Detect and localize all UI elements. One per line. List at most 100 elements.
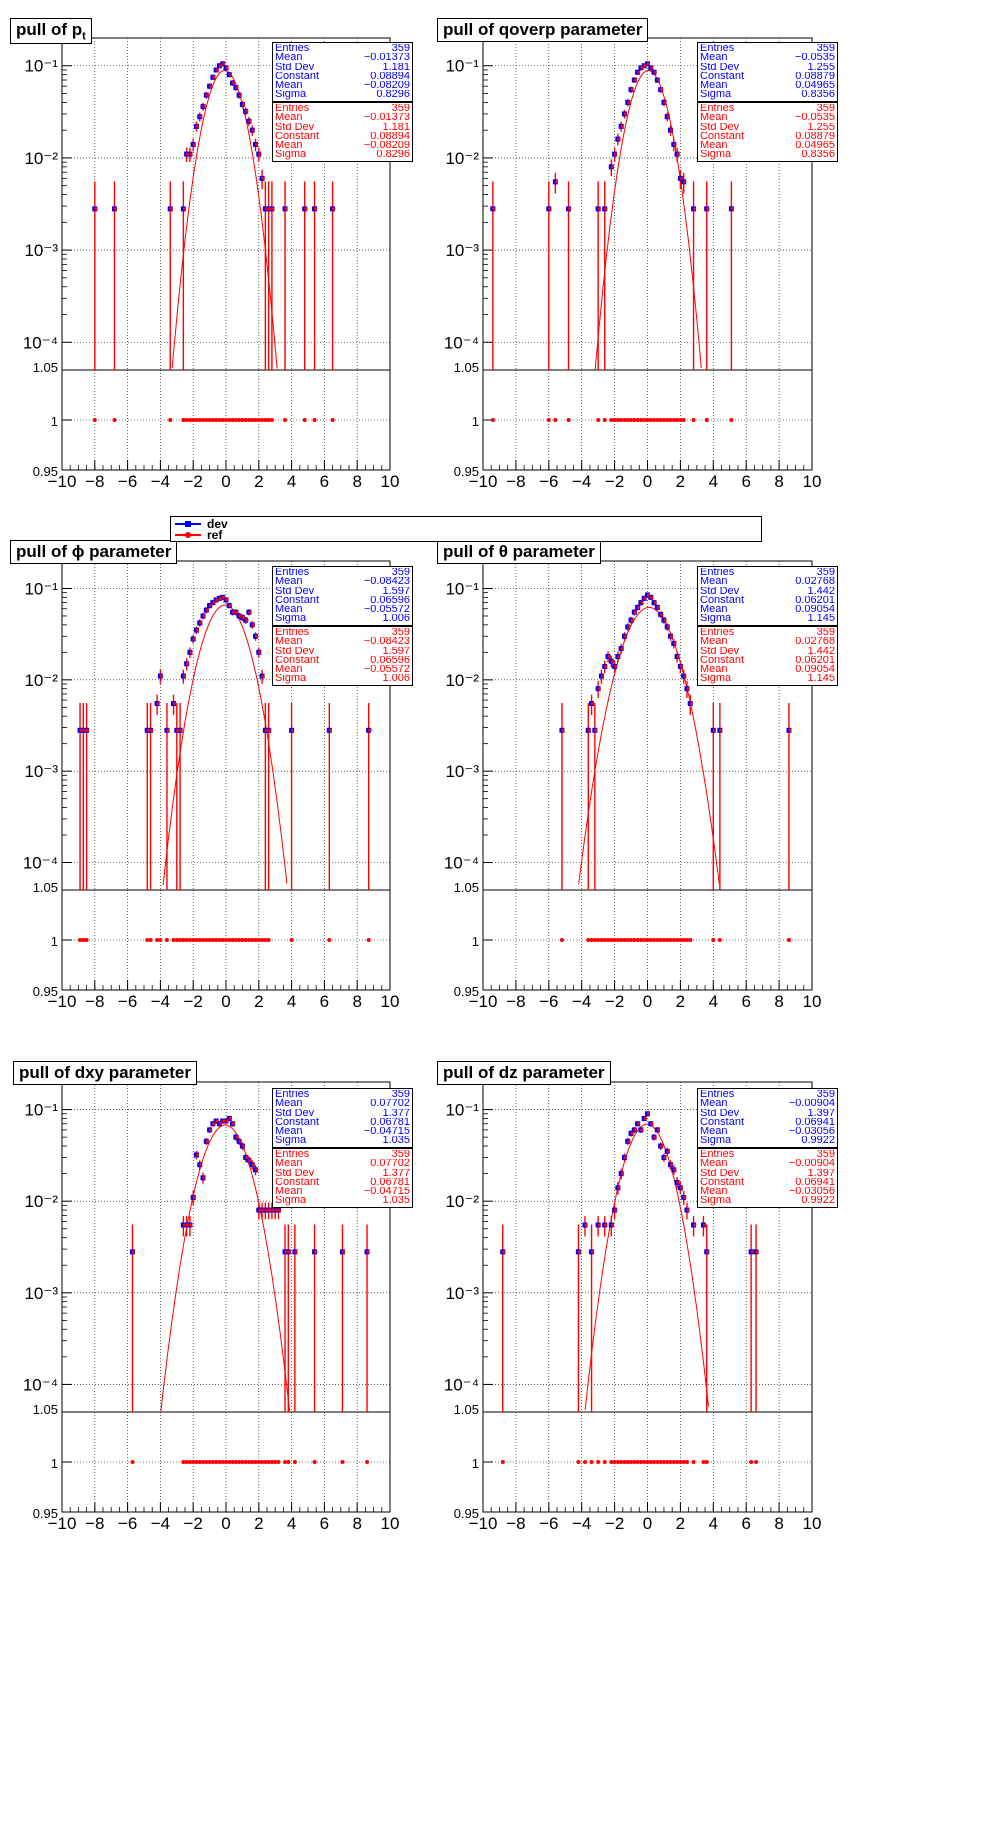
panel-4-ratio-point	[786, 938, 791, 942]
stat-row: Entries 359	[700, 1150, 835, 1159]
panel-2-x-tick-label: 6	[741, 472, 750, 491]
panel-1-ratio-point	[187, 418, 192, 422]
panel-4-ref-point	[660, 612, 664, 617]
panel-4-ratio-point	[711, 938, 716, 942]
stat-row: Constant 0.06781	[275, 1178, 410, 1187]
panel-2-ratio-point	[596, 418, 601, 422]
stat-label: Sigma	[275, 674, 307, 684]
panel-3-x-tick-label: 6	[320, 992, 329, 1011]
stat-value: 359	[816, 104, 835, 114]
stat-label: Entries	[700, 44, 735, 54]
panel-5-ref-point	[199, 1163, 203, 1167]
panel-2-ratio-point	[609, 418, 614, 422]
panel-4-x-tick-label: −2	[605, 992, 624, 1011]
panel-5-ratio-point	[283, 1460, 288, 1464]
stat-label: Std Dev	[700, 1108, 740, 1118]
panel-3-ref-point	[291, 728, 295, 732]
panel-4-x-tick-label: 0	[643, 992, 652, 1011]
stat-row: Constant 0.06781	[275, 1118, 410, 1127]
panel-4-ref-point	[666, 625, 670, 629]
panel-4-ref-point	[614, 664, 618, 669]
stat-value: 1.442	[807, 586, 835, 596]
panel-1-ref-point	[202, 105, 206, 109]
panel-1-ref-point	[225, 66, 229, 70]
stat-label: Entries	[700, 1090, 735, 1100]
panel-2-x-tick-label: −2	[605, 472, 624, 491]
panel-1-ratio-point	[194, 418, 199, 422]
panel-3-ref-point	[215, 598, 219, 602]
panel-3-ratio-point	[327, 938, 332, 942]
stat-value: 1.181	[382, 62, 410, 72]
stat-label: Std Dev	[700, 122, 740, 132]
panel-3-ratio-point	[240, 938, 245, 942]
panel-3-ref-point	[189, 650, 193, 654]
panel-5-ratio-point	[187, 1460, 192, 1464]
panel-4-ref-point	[676, 654, 680, 659]
panel-6-ref-point	[577, 1250, 582, 1254]
stat-value: −0.03056	[788, 1127, 835, 1137]
panel-6-ratio-point	[582, 1460, 587, 1464]
stat-value: 0.06596	[370, 655, 410, 666]
panel-3-ratio-point	[178, 938, 183, 942]
panel-5-ratio-point	[194, 1460, 199, 1464]
stat-value: 0.07702	[370, 1099, 410, 1109]
stat-row: Mean −0.01373	[275, 53, 410, 62]
panel-4-ref-point	[600, 674, 605, 678]
panel-1-ratio-point	[302, 418, 307, 422]
panel-1-ref-point	[254, 142, 259, 147]
panel-4-ref-point	[669, 634, 674, 638]
panel-2-ref-point	[492, 207, 496, 211]
panel-4-ratio-point	[625, 938, 630, 942]
stat-value: 1.181	[382, 122, 410, 132]
panel-1-ratio-point	[240, 418, 245, 422]
stat-value: 1.035	[382, 1196, 410, 1206]
stat-row: Mean 0.04965	[700, 81, 835, 90]
stat-row: Sigma 0.8356	[700, 90, 835, 99]
stat-value: 359	[391, 628, 410, 638]
panel-3-ratio-point	[207, 938, 212, 942]
stat-label: Constant	[700, 1177, 745, 1188]
panel-1-y-tick-label: 10⁻³	[24, 241, 58, 260]
panel-6-title: pull of dz parameter	[437, 1061, 611, 1085]
panel-3-ratio-point	[158, 938, 163, 942]
panel-3-x-tick-label: 0	[221, 992, 230, 1011]
panel-1-stats-box-ref: Entries 359 Mean −0.01373 Std Dev 1.181 Consta…	[272, 102, 413, 162]
legend: dev ref	[170, 516, 762, 542]
panel-6-ratio-point	[658, 1460, 663, 1464]
panel-5-ref-point	[366, 1250, 370, 1254]
stat-value: −0.08423	[363, 637, 410, 647]
panel-4-y-tick-label: 10⁻⁴	[444, 854, 479, 873]
panel-3-ratio-point	[233, 938, 238, 942]
panel-4-ratio-point	[632, 938, 637, 942]
panel-3-x-tick-label: −6	[118, 992, 137, 1011]
panel-3-ratio-point	[148, 938, 153, 942]
stat-value: −0.04715	[363, 1187, 410, 1197]
stat-label: Mean	[700, 665, 728, 675]
stat-label: Constant	[275, 595, 320, 606]
stat-value: 0.06941	[795, 1117, 835, 1128]
panel-5-ref-point	[182, 1223, 186, 1227]
panel-6-x-tick-label: −6	[539, 1514, 558, 1533]
panel-3-ratio-point	[191, 938, 196, 942]
panel-6-ratio-point	[609, 1460, 614, 1464]
panel-5-x-tick-label: −4	[151, 1514, 170, 1533]
panel-2-x-tick-label: 8	[774, 472, 783, 491]
panel-1-ref-point	[195, 124, 200, 128]
panel-6-ratio-point	[675, 1460, 680, 1464]
panel-6-x-tick-label: 8	[774, 1514, 783, 1533]
stat-label: Std Dev	[700, 1168, 740, 1178]
panel-2-ref-point	[669, 128, 674, 132]
stat-value: 359	[816, 628, 835, 638]
stat-value: 0.08879	[795, 71, 835, 82]
stat-label: Std Dev	[275, 646, 315, 656]
panel-3-ref-point	[231, 610, 236, 614]
panel-2-x-tick-label: −8	[506, 472, 525, 491]
panel-3-x-tick-label: −10	[48, 992, 77, 1011]
panel-6-ratio-point	[655, 1460, 660, 1464]
stat-row: Mean −0.08423	[275, 577, 410, 586]
panel-1-ref-point	[264, 207, 268, 211]
panel-4-ref-point	[623, 634, 628, 638]
stat-row: Sigma 1.145	[700, 614, 835, 623]
panel-3-ref-point	[218, 596, 223, 600]
panel-2-ref-point	[548, 207, 552, 211]
